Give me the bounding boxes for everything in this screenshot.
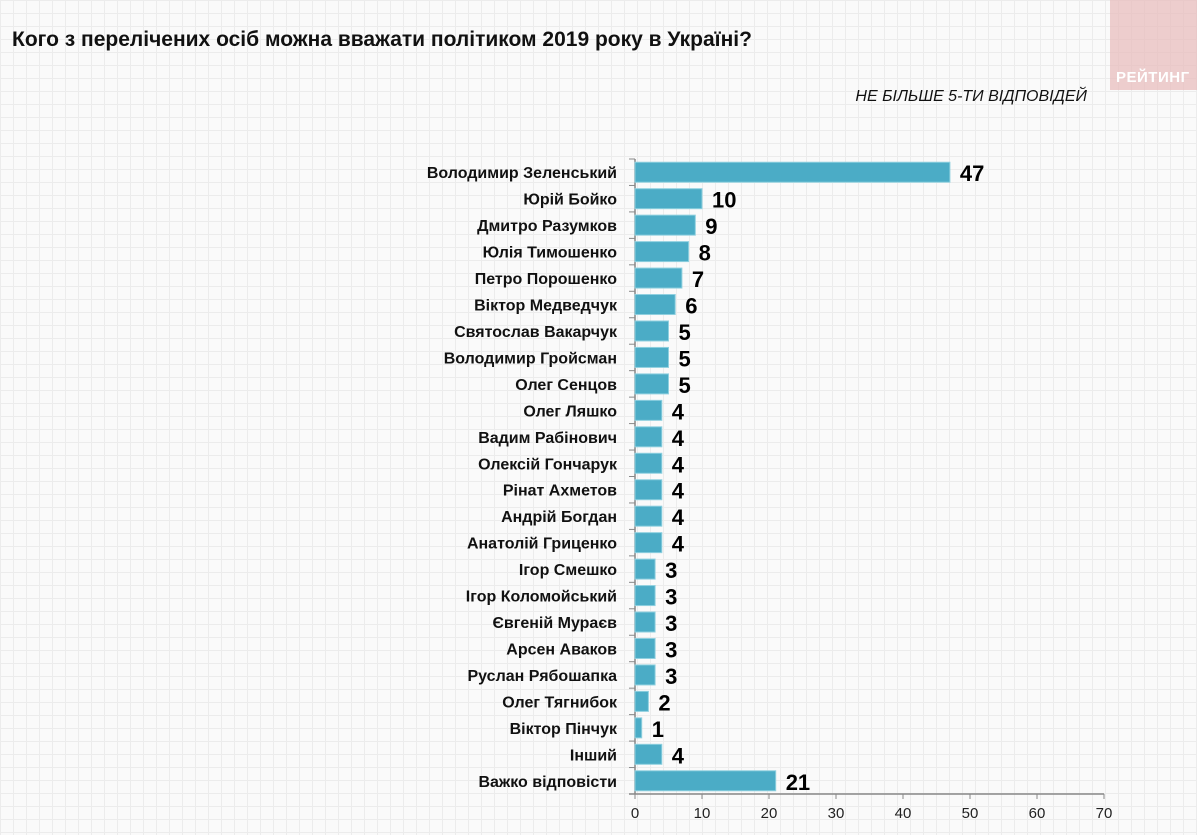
bar [634, 214, 696, 236]
x-tick-label: 60 [1029, 805, 1046, 822]
data-label: 21 [786, 770, 810, 795]
bar [634, 161, 951, 183]
data-label: 10 [712, 188, 736, 213]
category-label: Віктор Медведчук [474, 298, 618, 315]
data-label: 5 [679, 373, 691, 398]
data-label: 6 [685, 294, 697, 319]
data-label: 4 [672, 399, 685, 424]
category-label: Олег Сенцов [515, 377, 617, 394]
chart-title: Кого з перелічених осіб можна вважати по… [12, 28, 752, 51]
category-label: Андрій Богдан [501, 509, 617, 526]
data-label: 5 [679, 346, 691, 371]
bar [634, 690, 649, 712]
category-label: Анатолій Гриценко [467, 536, 617, 553]
data-label: 1 [652, 717, 664, 742]
data-label: 4 [672, 426, 685, 451]
data-label: 4 [672, 505, 685, 530]
data-label: 4 [672, 532, 685, 557]
rating-logo: РЕЙТИНГ [1110, 0, 1197, 90]
category-label: Інший [570, 747, 617, 764]
data-label: 4 [672, 743, 685, 768]
category-label: Арсен Аваков [506, 641, 617, 658]
bar [634, 479, 663, 501]
data-label: 7 [692, 267, 704, 292]
data-label: 5 [679, 320, 691, 345]
bar [634, 664, 656, 686]
bar [634, 558, 656, 580]
category-label: Руслан Рябошапка [468, 668, 618, 685]
category-label: Євгеній Мураєв [492, 615, 617, 632]
category-label: Рінат Ахметов [503, 483, 617, 500]
bar [634, 532, 663, 554]
data-label: 3 [665, 611, 677, 636]
chart-subtitle: НЕ БІЛЬШЕ 5-ТИ ВІДПОВІДЕЙ [855, 88, 1087, 105]
category-label: Володимир Гройсман [444, 350, 617, 367]
category-label: Ігор Коломойський [466, 589, 617, 606]
x-tick-label: 40 [895, 805, 912, 822]
category-label: Святослав Вакарчук [454, 324, 618, 341]
category-label: Петро Порошенко [475, 271, 618, 288]
data-label: 9 [705, 214, 717, 239]
bar [634, 294, 676, 316]
bar [634, 770, 777, 792]
bar [634, 717, 643, 739]
bar [634, 637, 656, 659]
x-tick-label: 0 [631, 805, 639, 822]
x-tick-label: 20 [761, 805, 778, 822]
bar [634, 426, 663, 448]
data-label: 3 [665, 664, 677, 689]
x-tick-label: 50 [962, 805, 979, 822]
category-label: Олег Ляшко [523, 403, 617, 420]
x-tick-label: 10 [694, 805, 711, 822]
bar [634, 241, 690, 263]
x-tick-label: 30 [828, 805, 845, 822]
category-label: Вадим Рабінович [478, 430, 617, 447]
bar [634, 585, 656, 607]
bar [634, 373, 669, 395]
bar [634, 452, 663, 474]
bar [634, 505, 663, 527]
category-label: Олег Тягнибок [502, 694, 618, 711]
bar [634, 320, 669, 342]
bar [634, 611, 656, 633]
x-tick-label: 70 [1096, 805, 1113, 822]
category-label: Юлія Тимошенко [483, 245, 618, 262]
data-label: 3 [665, 585, 677, 610]
bar [634, 346, 669, 368]
category-label: Олексій Гончарук [478, 456, 618, 473]
bar [634, 188, 703, 210]
category-label: Віктор Пінчук [510, 721, 618, 738]
category-label: Ігор Смешко [519, 562, 617, 579]
data-label: 2 [658, 690, 670, 715]
bar [634, 267, 683, 289]
data-label: 47 [960, 161, 984, 186]
data-label: 4 [672, 452, 685, 477]
category-label: Важко відповісти [478, 774, 617, 791]
data-label: 4 [672, 479, 685, 504]
category-label: Володимир Зеленський [427, 165, 617, 182]
category-label: Юрій Бойко [523, 192, 617, 209]
bar [634, 399, 663, 421]
data-label: 3 [665, 637, 677, 662]
category-label: Дмитро Разумков [477, 218, 617, 235]
bar [634, 743, 663, 765]
logo-text: РЕЙТИНГ [1116, 69, 1190, 86]
data-label: 8 [699, 241, 711, 266]
data-label: 3 [665, 558, 677, 583]
